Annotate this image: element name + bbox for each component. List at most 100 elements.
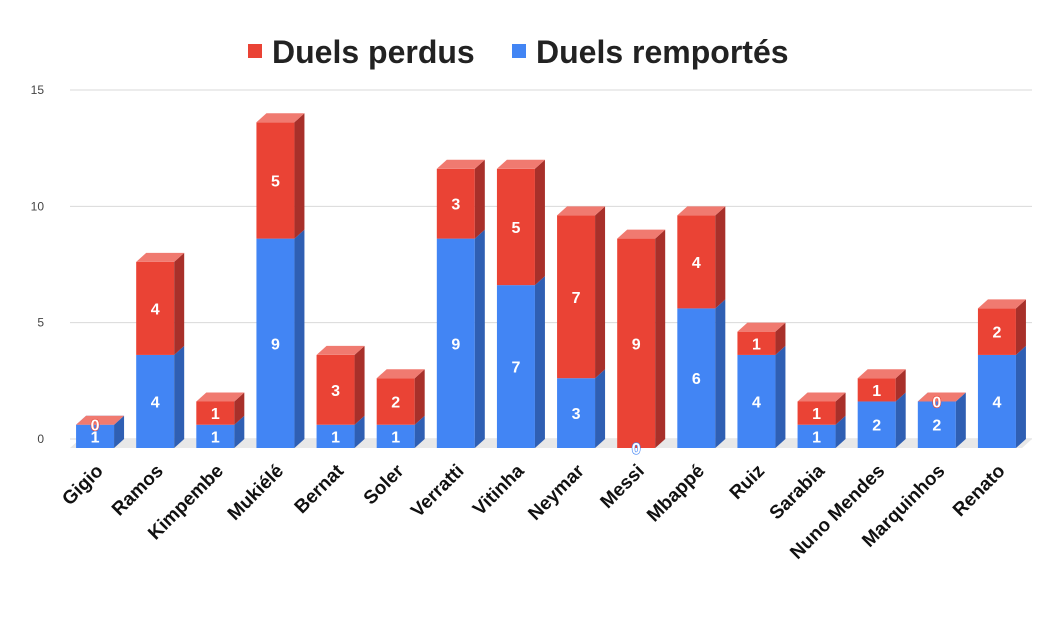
- bar-side-kimpembe-duels-perdus: [234, 392, 245, 425]
- x-tick-label-vitinha: Vitinha: [469, 460, 529, 520]
- bar-ramos-duels-perdus: [136, 261, 175, 355]
- data-label-ruiz-duels-perdus: 1: [752, 336, 761, 353]
- bar-ruiz-duels-perdus: [737, 331, 776, 355]
- x-tick-label-bernat: Bernat: [291, 460, 349, 518]
- bar-side-ruiz-duels-perdus: [775, 322, 786, 355]
- bar-side-sarabia-duels-perdus: [835, 392, 846, 425]
- bar-kimpembe-duels-perdus: [196, 401, 235, 425]
- bar-sarabia-duels-remportes: [797, 424, 836, 448]
- data-label-sarabia-duels-remportes: 1: [812, 429, 821, 446]
- bar-top-nuno-mendes: [857, 369, 906, 379]
- bar-side-kimpembe-duels-remportes: [234, 415, 245, 448]
- bar-top-mukiele: [256, 113, 305, 123]
- bar-top-mbappe: [677, 206, 726, 216]
- bar-verratti-duels-remportes: [436, 238, 475, 448]
- chart-bars: [76, 113, 1026, 448]
- bar-renato-duels-remportes: [977, 354, 1016, 448]
- data-label-nuno-mendes-duels-perdus: 1: [872, 383, 881, 400]
- bar-top-neymar: [557, 206, 606, 216]
- data-label-nuno-mendes-duels-remportes: 2: [872, 418, 881, 435]
- legend-label-duels-perdus: Duels perdus: [272, 34, 475, 70]
- bar-side-mukiele-duels-perdus: [294, 113, 305, 239]
- data-label-ruiz-duels-remportes: 4: [752, 394, 761, 411]
- bar-side-ramos-duels-remportes: [174, 345, 185, 448]
- bar-vitinha-duels-remportes: [496, 285, 535, 448]
- bar-verratti-duels-perdus: [436, 168, 475, 239]
- legend-swatch-duels-remportes: [512, 44, 526, 58]
- legend-swatch-duels-perdus: [248, 44, 262, 58]
- x-tick-label-mbappe: Mbappé: [643, 461, 709, 527]
- bar-side-renato-duels-perdus: [1015, 299, 1026, 355]
- bar-side-bernat-duels-perdus: [354, 345, 365, 425]
- data-label-sarabia-duels-perdus: 1: [812, 406, 821, 423]
- data-label-vitinha-duels-perdus: 5: [511, 220, 520, 237]
- bar-renato-duels-perdus: [977, 308, 1016, 355]
- data-label-vitinha-duels-remportes: 7: [511, 360, 520, 377]
- bar-side-gigio-duels-remportes: [114, 415, 125, 448]
- data-label-marquinhos-duels-perdus: 0: [932, 394, 941, 411]
- floor-plane: [70, 439, 1032, 448]
- data-label-ramos-duels-perdus: 4: [151, 301, 160, 318]
- data-label-neymar-duels-remportes: 3: [572, 406, 581, 423]
- data-label-messi-duels-perdus: 9: [632, 336, 641, 353]
- data-label-neymar-duels-perdus: 7: [572, 290, 581, 307]
- bar-side-soler-duels-remportes: [414, 415, 425, 448]
- x-tick-label-ramos: Ramos: [108, 461, 168, 521]
- x-tick-label-verratti: Verratti: [407, 461, 468, 522]
- bar-mbappe-duels-remportes: [677, 308, 716, 448]
- bar-side-soler-duels-perdus: [414, 369, 425, 425]
- bar-gigio-duels-remportes: [76, 424, 115, 448]
- y-tick-label-15: 15: [31, 83, 45, 97]
- bar-side-ruiz-duels-remportes: [775, 345, 786, 448]
- bar-side-vitinha-duels-remportes: [534, 276, 545, 448]
- bar-mukiele-duels-remportes: [256, 238, 295, 448]
- x-tick-label-messi: Messi: [597, 461, 649, 513]
- data-label-marquinhos-duels-remportes: 2: [932, 418, 941, 435]
- bar-sarabia-duels-perdus: [797, 401, 836, 425]
- data-label-soler-duels-remportes: 1: [391, 429, 400, 446]
- bar-side-sarabia-duels-remportes: [835, 415, 846, 448]
- bar-side-messi-duels-perdus: [655, 229, 666, 448]
- bar-top-verratti: [436, 159, 485, 169]
- data-label-soler-duels-perdus: 2: [391, 394, 400, 411]
- data-label-mbappe-duels-perdus: 4: [692, 255, 701, 272]
- bar-mukiele-duels-perdus: [256, 122, 295, 239]
- bar-bernat-duels-perdus: [316, 354, 355, 425]
- bar-top-gigio: [76, 415, 125, 425]
- bar-side-bernat-duels-remportes: [354, 415, 365, 448]
- bar-side-neymar-duels-perdus: [595, 206, 606, 379]
- bar-vitinha-duels-perdus: [496, 168, 535, 286]
- data-label-mukiele-duels-remportes: 9: [271, 336, 280, 353]
- bar-top-vitinha: [496, 159, 545, 169]
- bar-top-renato: [977, 299, 1026, 309]
- bar-neymar-duels-remportes: [557, 378, 596, 448]
- bar-side-renato-duels-remportes: [1015, 345, 1026, 448]
- chart-floor: [70, 439, 1032, 448]
- bar-kimpembe-duels-remportes: [196, 424, 235, 448]
- data-label-mbappe-duels-remportes: 6: [692, 371, 701, 388]
- chart-legend: Duels perdus Duels remportés: [248, 34, 789, 70]
- bar-top-ruiz: [737, 322, 786, 332]
- data-label-verratti-duels-perdus: 3: [451, 197, 460, 214]
- data-label-verratti-duels-remportes: 9: [451, 336, 460, 353]
- data-label-bernat-duels-remportes: 1: [331, 429, 340, 446]
- bar-mbappe-duels-perdus: [677, 215, 716, 309]
- bar-top-bernat: [316, 345, 365, 355]
- data-label-renato-duels-remportes: 4: [992, 394, 1001, 411]
- bar-side-nuno-mendes-duels-perdus: [895, 369, 906, 402]
- x-tick-label-ruiz: Ruiz: [726, 461, 769, 504]
- data-label-kimpembe-duels-remportes: 1: [211, 429, 220, 446]
- bar-top-sarabia: [797, 392, 846, 402]
- bar-top-marquinhos: [917, 392, 966, 402]
- bar-side-nuno-mendes-duels-remportes: [895, 392, 906, 448]
- y-tick-label-5: 5: [37, 316, 44, 330]
- data-label-kimpembe-duels-perdus: 1: [211, 406, 220, 423]
- bar-nuno-mendes-duels-remportes: [857, 401, 896, 448]
- x-tick-label-neymar: Neymar: [524, 460, 589, 525]
- bar-soler-duels-perdus: [376, 378, 415, 425]
- bar-side-marquinhos-duels-remportes: [955, 392, 966, 448]
- data-label-ramos-duels-remportes: 4: [151, 394, 160, 411]
- bar-marquinhos-duels-remportes: [917, 401, 956, 448]
- bar-side-ramos-duels-perdus: [174, 252, 185, 355]
